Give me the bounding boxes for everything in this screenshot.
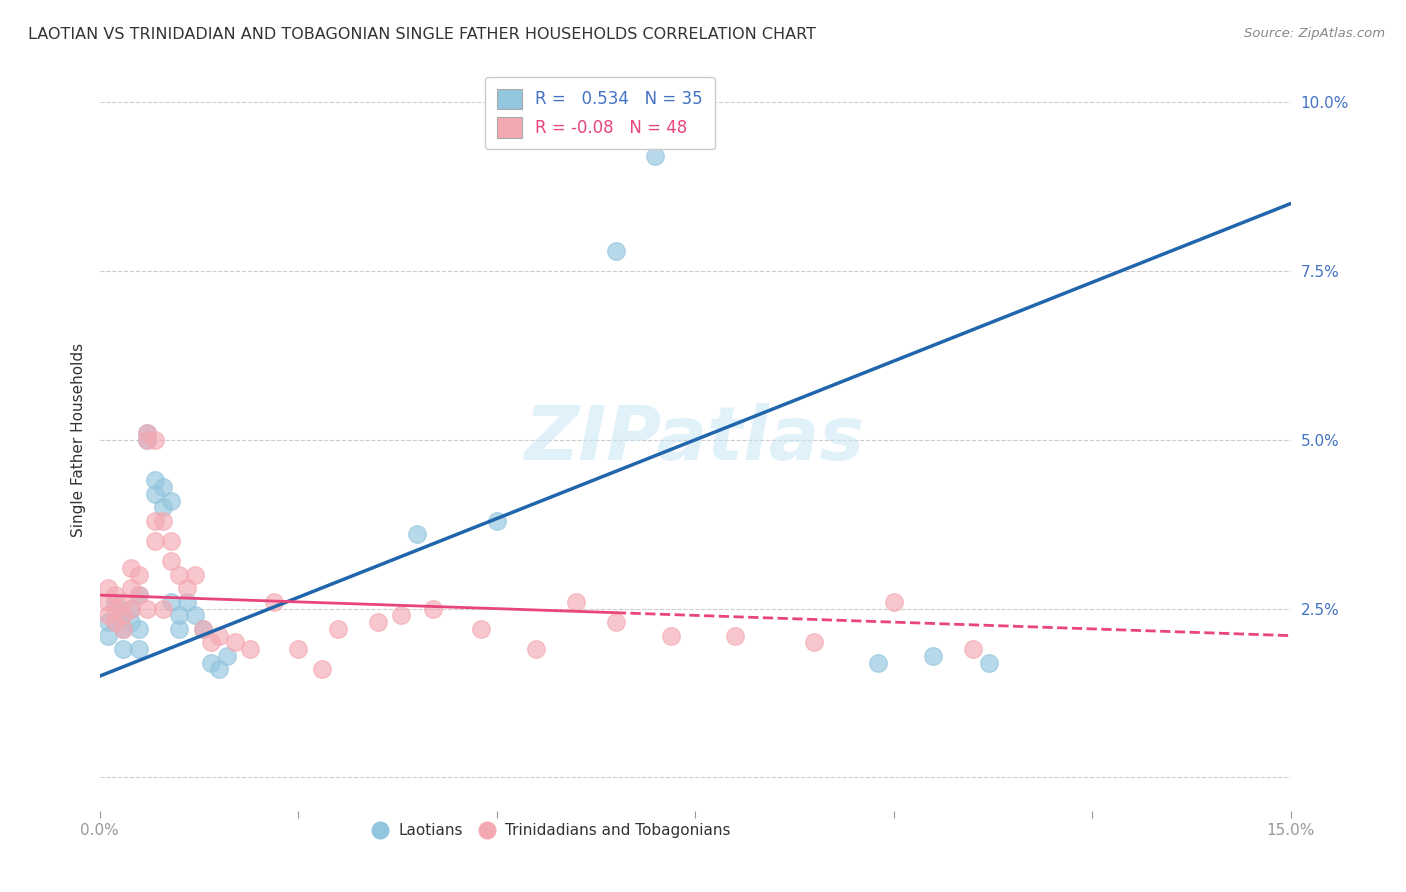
Point xyxy=(143,514,166,528)
Point xyxy=(128,567,150,582)
Point xyxy=(143,487,166,501)
Point xyxy=(112,608,135,623)
Point xyxy=(152,514,174,528)
Point xyxy=(136,426,159,441)
Point xyxy=(485,514,508,528)
Point xyxy=(200,656,222,670)
Point xyxy=(128,642,150,657)
Point xyxy=(136,433,159,447)
Point xyxy=(128,588,150,602)
Y-axis label: Single Father Households: Single Father Households xyxy=(72,343,86,537)
Text: ZIPatlas: ZIPatlas xyxy=(526,403,865,476)
Point xyxy=(565,595,588,609)
Point xyxy=(176,595,198,609)
Legend: Laotians, Trinidadians and Tobagonians: Laotians, Trinidadians and Tobagonians xyxy=(367,817,737,845)
Point xyxy=(160,534,183,549)
Point xyxy=(167,622,190,636)
Point xyxy=(96,629,118,643)
Point xyxy=(184,608,207,623)
Point xyxy=(724,629,747,643)
Point xyxy=(389,608,412,623)
Point xyxy=(644,149,666,163)
Point xyxy=(191,622,214,636)
Point xyxy=(326,622,349,636)
Point xyxy=(366,615,388,629)
Point xyxy=(803,635,825,649)
Point xyxy=(120,601,142,615)
Point xyxy=(128,588,150,602)
Point xyxy=(112,595,135,609)
Point xyxy=(104,615,127,629)
Point xyxy=(977,656,1000,670)
Point xyxy=(406,527,429,541)
Point xyxy=(104,595,127,609)
Point xyxy=(470,622,492,636)
Point xyxy=(112,622,135,636)
Point xyxy=(120,582,142,596)
Point xyxy=(112,608,135,623)
Point xyxy=(184,567,207,582)
Point xyxy=(112,622,135,636)
Point xyxy=(112,642,135,657)
Point xyxy=(120,561,142,575)
Point xyxy=(866,656,889,670)
Point xyxy=(287,642,309,657)
Point xyxy=(143,474,166,488)
Point xyxy=(152,480,174,494)
Point xyxy=(136,433,159,447)
Point xyxy=(215,648,238,663)
Text: LAOTIAN VS TRINIDADIAN AND TOBAGONIAN SINGLE FATHER HOUSEHOLDS CORRELATION CHART: LAOTIAN VS TRINIDADIAN AND TOBAGONIAN SI… xyxy=(28,27,815,42)
Point xyxy=(120,601,142,615)
Point xyxy=(208,662,231,676)
Point xyxy=(422,601,444,615)
Point xyxy=(96,615,118,629)
Point xyxy=(922,648,945,663)
Point xyxy=(152,500,174,515)
Point xyxy=(96,608,118,623)
Point xyxy=(605,615,627,629)
Point xyxy=(176,582,198,596)
Point xyxy=(224,635,246,649)
Point xyxy=(104,601,127,615)
Point xyxy=(524,642,547,657)
Point xyxy=(152,601,174,615)
Point xyxy=(104,615,127,629)
Point xyxy=(883,595,905,609)
Point xyxy=(136,601,159,615)
Point xyxy=(104,588,127,602)
Point xyxy=(160,493,183,508)
Point xyxy=(160,554,183,568)
Point xyxy=(200,635,222,649)
Point xyxy=(120,615,142,629)
Point xyxy=(659,629,682,643)
Point xyxy=(605,244,627,258)
Point xyxy=(263,595,285,609)
Point xyxy=(191,622,214,636)
Point xyxy=(96,595,118,609)
Point xyxy=(128,622,150,636)
Point xyxy=(96,582,118,596)
Point xyxy=(311,662,333,676)
Point xyxy=(167,608,190,623)
Point xyxy=(143,433,166,447)
Text: Source: ZipAtlas.com: Source: ZipAtlas.com xyxy=(1244,27,1385,40)
Point xyxy=(239,642,262,657)
Point xyxy=(208,629,231,643)
Point xyxy=(167,567,190,582)
Point xyxy=(962,642,984,657)
Point xyxy=(160,595,183,609)
Point xyxy=(143,534,166,549)
Point xyxy=(136,426,159,441)
